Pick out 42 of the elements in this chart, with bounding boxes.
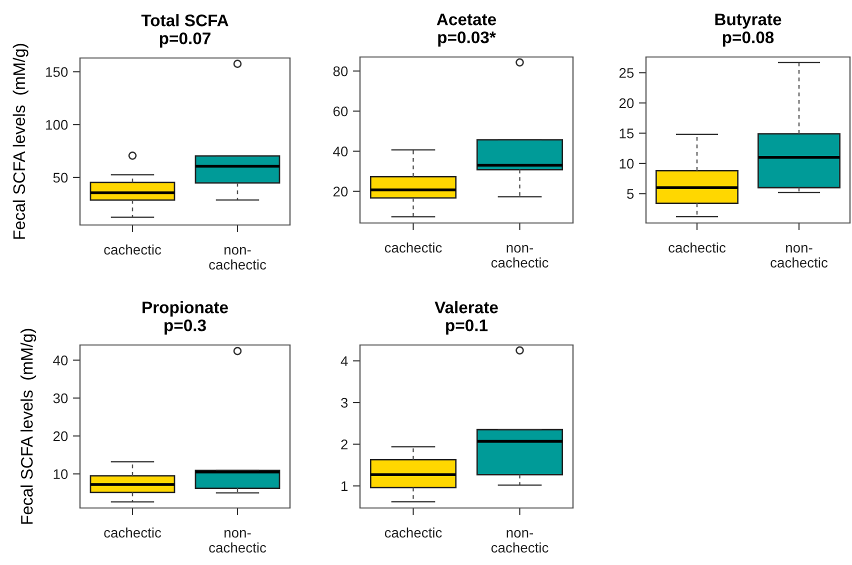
x-tick-label: non- cachectic [209,530,266,553]
y-tick-label: 100 [46,120,68,130]
y-tick-label: 40 [333,146,348,156]
x-tick-label: cachectic [384,527,442,538]
y-tick-label: 60 [333,106,348,116]
y-tick-label: 20 [333,186,348,196]
y-tick-label: 10 [620,158,634,169]
x-tick-label: cachectic [104,244,162,255]
y-tick-label: 20 [53,431,68,442]
chart-subtitle: p=0.08 [722,31,774,47]
y-tick-label: 5 [627,189,634,199]
x-tick-label: cachectic [668,242,726,253]
chart-subtitle: p=0.03* [438,31,496,47]
x-tick-label: non- cachectic [209,247,266,270]
chart-subtitle: p=0.3 [164,319,206,335]
y-axis-title: Fecal SCFA levels (mM/g) [12,44,28,239]
chart-title: Acetate [436,14,496,26]
y-tick-label: 2 [341,440,348,450]
y-tick-label: 80 [333,66,348,76]
x-tick-label: cachectic [384,242,442,253]
chart-subtitle: p=0.1 [446,319,488,335]
y-tick-label: 3 [341,398,348,408]
y-tick-label: 50 [53,172,68,183]
y-tick-label: 4 [340,356,348,366]
chart-title: Valerate [434,301,498,314]
y-tick-label: 25 [619,68,634,78]
y-tick-label: 150 [46,67,68,77]
y-axis-title: Fecal SCFA levels (mM/g) [20,328,36,524]
chart-subtitle: p=0.07 [160,32,210,48]
x-tick-label: cachectic [104,527,162,538]
y-tick-label: 40 [53,355,68,366]
y-tick-label: 1 [342,481,348,491]
x-tick-label: non- cachectic [491,530,548,553]
chart-title: Propionate [142,301,228,317]
y-tick-label: 10 [54,469,68,480]
x-tick-label: non- cachectic [770,245,828,268]
y-tick-label: 30 [53,393,68,404]
y-tick-label: 20 [619,98,634,108]
x-tick-label: non- cachectic [491,245,548,268]
chart-title: Butyrate [715,14,782,29]
chart-title: Total SCFA [141,14,228,26]
y-tick-label: 15 [620,128,634,138]
